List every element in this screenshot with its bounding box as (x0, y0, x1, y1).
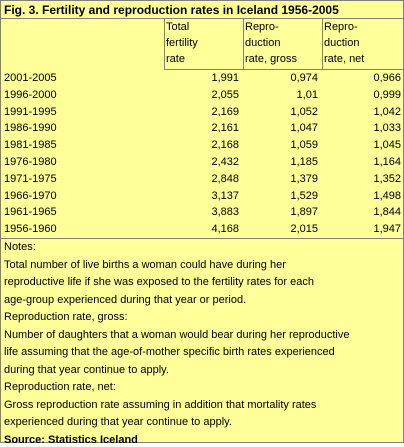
row-label: 1956-1960 (4, 223, 57, 236)
column-header: Total (166, 21, 190, 33)
row-label: 1991-1995 (4, 105, 57, 118)
row-label: 1961-1965 (4, 206, 57, 219)
column-header: rate, gross (245, 53, 297, 65)
row-label: 1996-2000 (4, 88, 57, 101)
cell: 3,883 (211, 206, 239, 219)
cell: 1,897 (290, 206, 318, 219)
cell: 2,015 (290, 223, 318, 236)
rule (322, 18, 323, 69)
cell: 1,185 (290, 156, 318, 168)
column-header: rate, net (324, 53, 365, 65)
column-header: Repro- (324, 21, 358, 33)
column-header: duction (245, 37, 281, 49)
cell: 2,848 (211, 172, 239, 185)
cell: 0,966 (373, 72, 401, 84)
cell: 1,379 (290, 172, 318, 185)
cell: 1,164 (373, 156, 401, 168)
note-line: Reproduction rate, net: (4, 381, 116, 393)
column-header: rate (166, 53, 185, 65)
row-label: 2001-2005 (4, 72, 57, 84)
note-line: age-group experienced during that year o… (4, 293, 247, 306)
row-label: 1966-1970 (4, 189, 57, 202)
cell: 0,999 (373, 88, 401, 101)
cell: 4,168 (211, 223, 239, 236)
cell: 1,352 (373, 172, 401, 185)
row-label: 1976-1980 (4, 156, 57, 168)
title: Fig. 3. Fertility and reproduction rates… (4, 3, 339, 17)
cell: 1,033 (373, 122, 401, 135)
cell: 1,529 (290, 189, 318, 202)
column-header: fertility (166, 37, 198, 49)
note-line: experienced during that year continue to… (4, 416, 232, 428)
rule (1, 18, 403, 19)
cell: 2,169 (211, 105, 239, 118)
note-line: Gross reproduction rate assuming in addi… (4, 398, 317, 411)
column-header: duction (324, 37, 360, 49)
rule (164, 69, 403, 70)
cell: 2,055 (211, 88, 239, 101)
cell: 1,045 (373, 139, 401, 152)
cell: 1,059 (290, 139, 318, 152)
column-header: Repro- (245, 21, 279, 33)
cell: 2,432 (211, 156, 239, 168)
cell: 1,498 (373, 189, 401, 202)
note-line: Total number of live births a woman coul… (4, 258, 286, 271)
cell: 1,042 (373, 105, 401, 118)
note-line: Notes: (4, 241, 36, 253)
cell: 1,052 (290, 105, 318, 118)
cell: 2,168 (211, 139, 239, 152)
rule (243, 18, 244, 69)
row-label: 1981-1985 (4, 139, 57, 152)
row-label: 1971-1975 (4, 172, 57, 185)
note-line: Number of daughters that a woman would b… (4, 328, 350, 341)
note-line: life assuming that the age-of-mother spe… (4, 346, 335, 358)
cell: 1,01 (296, 88, 318, 101)
note-line: Reproduction rate, gross: (4, 311, 128, 323)
rule (164, 18, 165, 69)
rule (1, 238, 403, 239)
cell: 1,844 (373, 206, 401, 219)
cell: 1,991 (211, 72, 239, 84)
cell: 3,137 (211, 189, 239, 202)
source: Source: Statistics Iceland (4, 433, 138, 446)
row-label: 1986-1990 (4, 122, 57, 135)
note-line: reproductive life if she was exposed to … (4, 276, 314, 288)
note-line: during that year continue to apply. (4, 363, 169, 376)
cell: 1,947 (373, 223, 401, 236)
cell: 1,047 (290, 122, 318, 135)
cell: 2,161 (211, 122, 239, 135)
cell: 0,974 (290, 72, 318, 84)
